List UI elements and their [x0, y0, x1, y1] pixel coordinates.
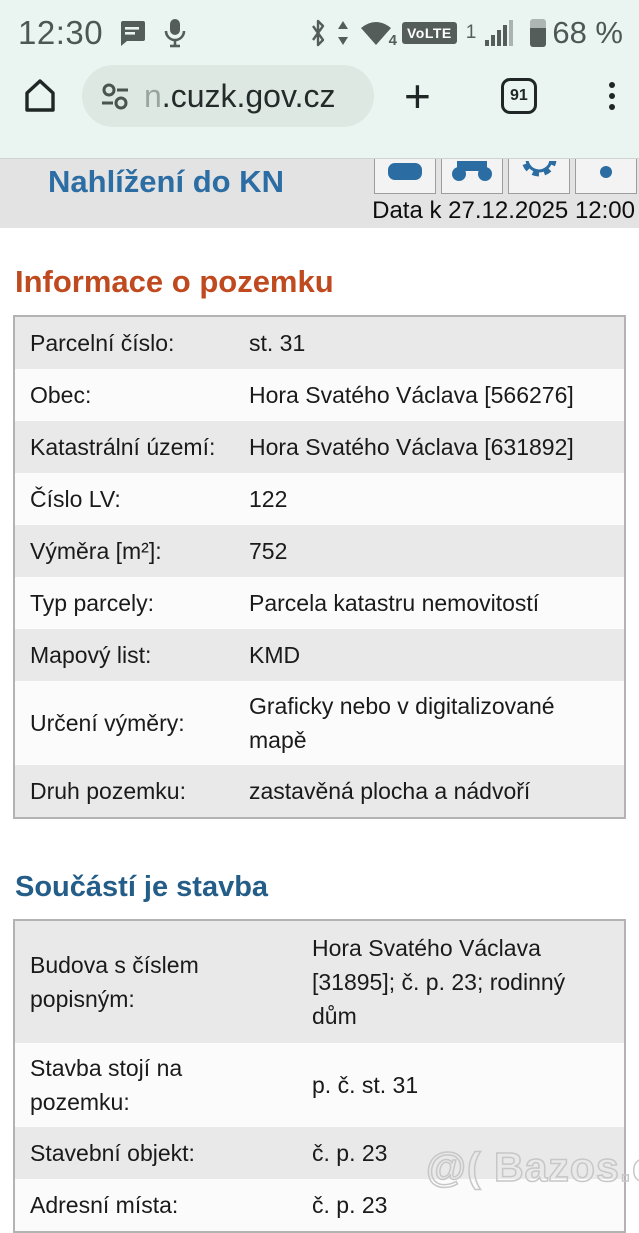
row-value: Graficky nebo v digitalizované mapě: [249, 693, 555, 753]
table-row: Adresní místa: č. p. 23: [15, 1179, 624, 1231]
site-settings-icon[interactable]: [98, 79, 132, 113]
row-label: Číslo LV:: [30, 486, 121, 512]
print-icon: [383, 161, 427, 187]
battery-percent: 68 %: [552, 15, 623, 50]
row-value: KMD: [249, 642, 301, 668]
table-row: Budova s číslem popisným: Hora Svatého V…: [15, 921, 624, 1043]
table-row: Stavební objekt: č. p. 23: [15, 1127, 624, 1179]
table-row: Druh pozemku: zastavěná plocha a nádvoří: [15, 765, 624, 817]
table-row: Parcelní číslo: st. 31: [15, 317, 624, 369]
row-value: st. 31: [249, 330, 306, 356]
browser-toolbar: n.cuzk.gov.cz + 91: [0, 56, 639, 144]
data-transfer-arrows-icon: [336, 19, 350, 47]
parcel-section-heading: Informace o pozemku: [15, 264, 334, 299]
row-label: Typ parcely:: [30, 590, 154, 616]
row-value: Hora Svatého Václava [31895]; č. p. 23; …: [312, 935, 566, 1029]
new-tab-button[interactable]: +: [404, 70, 431, 122]
page-content: Informace o pozemku Parcelní číslo: st. …: [0, 228, 639, 1233]
print-button[interactable]: [374, 159, 436, 194]
data-date: Data k 27.12.2025 12:00: [372, 197, 635, 224]
microphone-icon: [161, 17, 189, 49]
row-value: 752: [249, 538, 288, 564]
volte-count: 1: [465, 22, 477, 43]
table-row: Číslo LV: 122: [15, 473, 624, 525]
wifi-icon: 4: [359, 19, 397, 49]
tab-count: 91: [510, 87, 528, 104]
url-bar[interactable]: n.cuzk.gov.cz: [82, 65, 374, 127]
row-label: Druh pozemku:: [30, 778, 186, 804]
row-label: Mapový list:: [30, 642, 152, 668]
bluetooth-icon: [309, 18, 327, 48]
info-dot-icon: [584, 161, 628, 187]
battery-icon: [530, 19, 547, 47]
map-icon: [450, 161, 494, 187]
menu-button[interactable]: [607, 80, 617, 112]
browser-chrome: 12:30 4 VoLTE 1: [0, 0, 639, 158]
row-value: p. č. st. 31: [312, 1072, 419, 1098]
status-bar: 12:30 4 VoLTE 1: [0, 0, 639, 56]
row-label: Stavba stojí na pozemku:: [30, 1055, 183, 1115]
row-value: zastavěná plocha a nádvoří: [249, 778, 531, 804]
row-value: č. p. 23: [312, 1140, 388, 1166]
message-icon: [117, 18, 147, 48]
header-toolbar: [374, 159, 637, 194]
signal-strength-icon: [485, 19, 515, 47]
table-row: Určení výměry: Graficky nebo v digitaliz…: [15, 681, 624, 765]
table-row: Mapový list: KMD: [15, 629, 624, 681]
home-button[interactable]: [20, 76, 60, 116]
tab-switcher-button[interactable]: 91: [500, 78, 537, 114]
page-title: Nahlížení do KN: [48, 164, 284, 199]
clock: 12:30: [18, 14, 104, 51]
row-label: Stavební objekt:: [30, 1140, 195, 1166]
row-value: Hora Svatého Václava [631892]: [249, 434, 574, 460]
row-value: Hora Svatého Václava [566276]: [249, 382, 574, 408]
settings-button[interactable]: [508, 159, 570, 194]
table-row: Katastrální území: Hora Svatého Václava …: [15, 421, 624, 473]
row-label: Výměra [m²]:: [30, 538, 162, 564]
row-label: Katastrální území:: [30, 434, 216, 460]
table-row: Typ parcely: Parcela katastru nemovitost…: [15, 577, 624, 629]
gear-icon: [517, 161, 561, 185]
info-button[interactable]: [575, 159, 637, 194]
site-header: Nahlížení do KN Data k 27.12.2025 12:00: [0, 158, 639, 228]
row-label: Obec:: [30, 382, 92, 408]
parcel-info-table: Parcelní číslo: st. 31 Obec: Hora Svatéh…: [13, 315, 626, 819]
table-row: Stavba stojí na pozemku: p. č. st. 31: [15, 1043, 624, 1127]
row-label: Parcelní číslo:: [30, 330, 175, 356]
wifi-level: 4: [388, 32, 397, 49]
row-label: Určení výměry:: [30, 710, 185, 736]
building-section-heading: Součástí je stavba: [15, 871, 269, 903]
row-value: Parcela katastru nemovitostí: [249, 590, 540, 616]
building-info-table: Budova s číslem popisným: Hora Svatého V…: [13, 919, 626, 1233]
url-text: n.cuzk.gov.cz: [144, 77, 336, 114]
row-label: Adresní místa:: [30, 1192, 179, 1218]
row-value: č. p. 23: [312, 1192, 388, 1218]
row-label: Budova s číslem popisným:: [30, 952, 199, 1012]
row-value: 122: [249, 486, 288, 512]
table-row: Obec: Hora Svatého Václava [566276]: [15, 369, 624, 421]
map-button[interactable]: [441, 159, 503, 194]
table-row: Výměra [m²]: 752: [15, 525, 624, 577]
volte-badge: VoLTE: [401, 22, 457, 44]
